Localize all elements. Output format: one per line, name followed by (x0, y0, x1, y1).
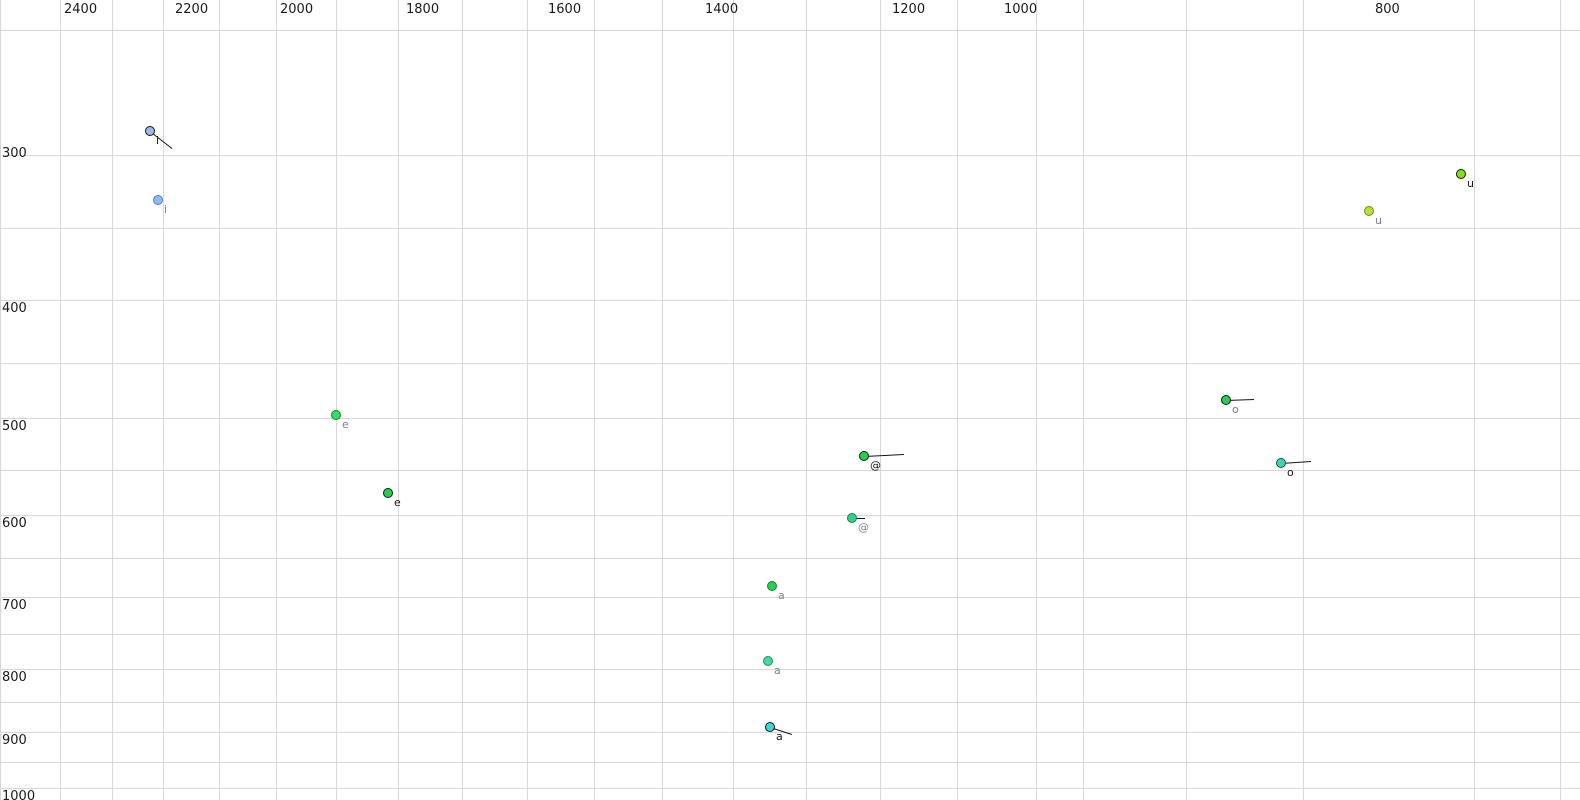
data-point-label: a (774, 664, 781, 677)
data-point-label: i (156, 134, 160, 147)
gridline-vertical (733, 0, 734, 800)
data-point-marker[interactable] (145, 126, 155, 136)
gridline-vertical (276, 0, 277, 800)
x-axis-tick-label: 1800 (406, 2, 440, 17)
y-axis-tick-label: 400 (2, 301, 27, 316)
gridline-vertical (1186, 0, 1187, 800)
y-axis-tick-label: 800 (2, 670, 27, 685)
gridline-vertical (336, 0, 337, 800)
gridline-vertical (60, 0, 61, 800)
gridline-horizontal (0, 418, 1580, 419)
data-point-marker[interactable] (383, 488, 393, 498)
data-point-marker[interactable] (153, 195, 163, 205)
y-axis-tick-label: 600 (2, 516, 27, 531)
gridline-vertical (219, 0, 220, 800)
data-point-label: e (394, 496, 401, 509)
x-axis-tick-label: 1400 (705, 2, 739, 17)
gridline-vertical (527, 0, 528, 800)
data-point-label: e (342, 418, 349, 431)
gridline-vertical (112, 0, 113, 800)
gridline-horizontal (0, 597, 1580, 598)
data-point-label: u (1467, 177, 1474, 190)
x-axis-tick-label: 1200 (892, 2, 926, 17)
gridline-vertical (594, 0, 595, 800)
gridline-vertical (398, 0, 399, 800)
data-point-marker[interactable] (1456, 169, 1466, 179)
x-axis-tick-label: 2000 (280, 2, 314, 17)
gridline-horizontal (0, 30, 1580, 31)
data-point-trail-line (863, 454, 905, 457)
data-point-marker[interactable] (1221, 395, 1231, 405)
data-point-marker[interactable] (1276, 458, 1286, 468)
gridline-horizontal (0, 788, 1580, 789)
data-point-marker[interactable] (767, 581, 777, 591)
data-point-marker[interactable] (331, 410, 341, 420)
gridline-horizontal (0, 732, 1580, 733)
gridline-vertical (1083, 0, 1084, 800)
data-point-label: @ (858, 521, 869, 534)
gridline-vertical (662, 0, 663, 800)
data-point-label: o (1287, 466, 1294, 479)
gridline-vertical (806, 0, 807, 800)
x-axis-tick-label: 1600 (548, 2, 582, 17)
gridline-horizontal (0, 228, 1580, 229)
data-point-marker[interactable] (765, 722, 775, 732)
data-point-marker[interactable] (1364, 206, 1374, 216)
gridline-horizontal (0, 558, 1580, 559)
y-axis-tick-label: 1000 (2, 789, 36, 800)
y-axis-tick-label: 500 (2, 419, 27, 434)
gridline-vertical (1560, 0, 1561, 800)
gridline-horizontal (0, 515, 1580, 516)
gridline-vertical (1036, 0, 1037, 800)
gridline-vertical (0, 0, 1, 800)
data-point-marker[interactable] (847, 513, 857, 523)
gridline-horizontal (0, 155, 1580, 156)
gridline-vertical (880, 0, 881, 800)
data-point-label: a (776, 730, 783, 743)
data-point-label: @ (870, 459, 881, 472)
y-axis-tick-label: 900 (2, 733, 27, 748)
data-point-label: a (778, 589, 785, 602)
gridline-horizontal (0, 762, 1580, 763)
gridline-horizontal (0, 470, 1580, 471)
data-point-label: u (1375, 214, 1382, 227)
gridline-horizontal (0, 634, 1580, 635)
gridline-horizontal (0, 300, 1580, 301)
x-axis-tick-label: 2200 (175, 2, 209, 17)
data-point-label: i (164, 203, 168, 216)
gridline-vertical (957, 0, 958, 800)
y-axis-tick-label: 300 (2, 146, 27, 161)
x-axis-tick-label: 1000 (1004, 2, 1038, 17)
gridline-vertical (1303, 0, 1304, 800)
gridline-horizontal (0, 363, 1580, 364)
data-point-trail-line (852, 518, 865, 519)
gridline-vertical (1474, 0, 1475, 800)
gridline-vertical (163, 0, 164, 800)
x-axis-tick-label: 2400 (64, 2, 98, 17)
gridline-horizontal (0, 702, 1580, 703)
data-point-label: o (1232, 403, 1239, 416)
x-axis-tick-label: 800 (1375, 2, 1400, 17)
gridline-vertical (462, 0, 463, 800)
gridline-horizontal (0, 669, 1580, 670)
data-point-marker[interactable] (763, 656, 773, 666)
y-axis-tick-label: 700 (2, 598, 27, 613)
data-point-marker[interactable] (859, 451, 869, 461)
